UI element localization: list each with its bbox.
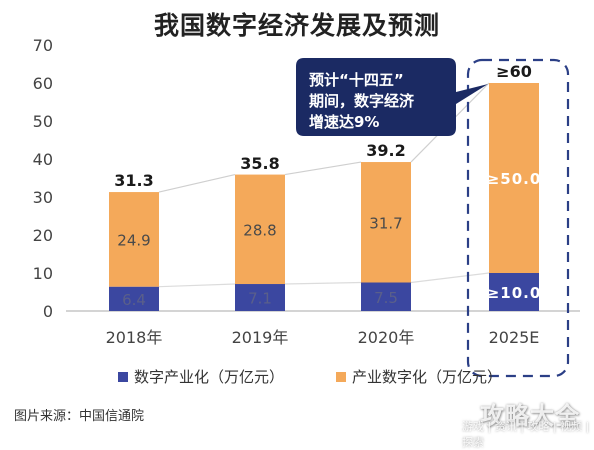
chart-plot: 0 10 20 30 40 50 60 70 6.4 24.9 31.3 7.1 28.8 35.8 7.… bbox=[33, 36, 580, 386]
callout-text-line: 增速达9% bbox=[309, 113, 379, 131]
x-tick-label: 2019年 bbox=[232, 328, 289, 347]
legend-swatch bbox=[336, 372, 346, 382]
bar-value-label: 7.1 bbox=[248, 290, 272, 308]
bar-segment bbox=[235, 174, 285, 285]
bar-value-label: 7.5 bbox=[374, 289, 398, 307]
bar-value-label: ≥10.0 bbox=[487, 284, 542, 302]
trend-line-total bbox=[284, 161, 362, 176]
bars: 6.4 24.9 31.3 7.1 28.8 35.8 7.5 31.7 39.2 ≥10.0 ≥5… bbox=[109, 62, 542, 311]
watermark: 攻略大全 bbox=[480, 402, 580, 430]
legend-label: 产业数字化（万亿元） bbox=[352, 368, 502, 386]
bar-total-label: 39.2 bbox=[366, 141, 405, 160]
x-tick-label: 2018年 bbox=[106, 328, 163, 347]
bar-value-label: 24.9 bbox=[117, 231, 150, 249]
trend-line-digital bbox=[410, 272, 490, 284]
y-tick-label: 30 bbox=[33, 188, 53, 207]
bar-total-label: 31.3 bbox=[114, 171, 153, 190]
legend: 数字产业化（万亿元） 产业数字化（万亿元） bbox=[118, 368, 502, 386]
bar-value-label: 31.7 bbox=[369, 214, 402, 232]
bar-segment bbox=[489, 83, 539, 273]
y-tick-label: 40 bbox=[33, 150, 53, 169]
y-tick-label: 70 bbox=[33, 36, 53, 55]
x-tick-label: 2020年 bbox=[358, 328, 415, 347]
x-axis-labels: 2018年 2019年 2020年 2025E bbox=[106, 328, 540, 347]
forecast-highlight-box bbox=[466, 58, 570, 378]
trend-line-digital bbox=[158, 283, 236, 288]
y-axis: 0 10 20 30 40 50 60 70 bbox=[33, 36, 53, 321]
bar-value-label: 28.8 bbox=[243, 221, 276, 239]
bar-segment bbox=[489, 273, 539, 311]
bar-segment bbox=[109, 192, 159, 287]
bar-total-label: ≥60 bbox=[496, 62, 532, 81]
chart-title: 我国数字经济发展及预测 bbox=[153, 11, 440, 40]
callout-text-line: 期间，数字经济 bbox=[309, 92, 415, 110]
trend-line-digital bbox=[284, 281, 362, 285]
source-note: 图片来源：中国信通院 bbox=[14, 409, 145, 424]
legend-label: 数字产业化（万亿元） bbox=[134, 368, 284, 386]
y-tick-label: 50 bbox=[33, 112, 53, 131]
bar-total-label: 35.8 bbox=[240, 154, 279, 173]
bar-value-label: ≥50.0 bbox=[487, 170, 542, 188]
legend-swatch bbox=[118, 372, 128, 382]
callout-text-line: 预计“十四五” bbox=[309, 71, 404, 89]
trend-line-total bbox=[158, 173, 236, 193]
forecast-dashed-border bbox=[466, 58, 570, 378]
bar-value-label: 6.4 bbox=[122, 291, 146, 309]
watermark-subtitle: 游戏 | 资讯 | 攻略 | 视频 | 探索 bbox=[462, 420, 590, 449]
x-tick-label: 2025E bbox=[489, 328, 540, 347]
y-tick-label: 60 bbox=[33, 74, 53, 93]
bar-segment bbox=[109, 286, 159, 311]
bar-segment bbox=[361, 162, 411, 283]
bar-segment bbox=[361, 282, 411, 311]
y-tick-label: 0 bbox=[43, 302, 53, 321]
callout-shape bbox=[296, 58, 488, 136]
y-tick-label: 10 bbox=[33, 264, 53, 283]
bar-segment bbox=[235, 284, 285, 311]
y-tick-label: 20 bbox=[33, 226, 53, 245]
